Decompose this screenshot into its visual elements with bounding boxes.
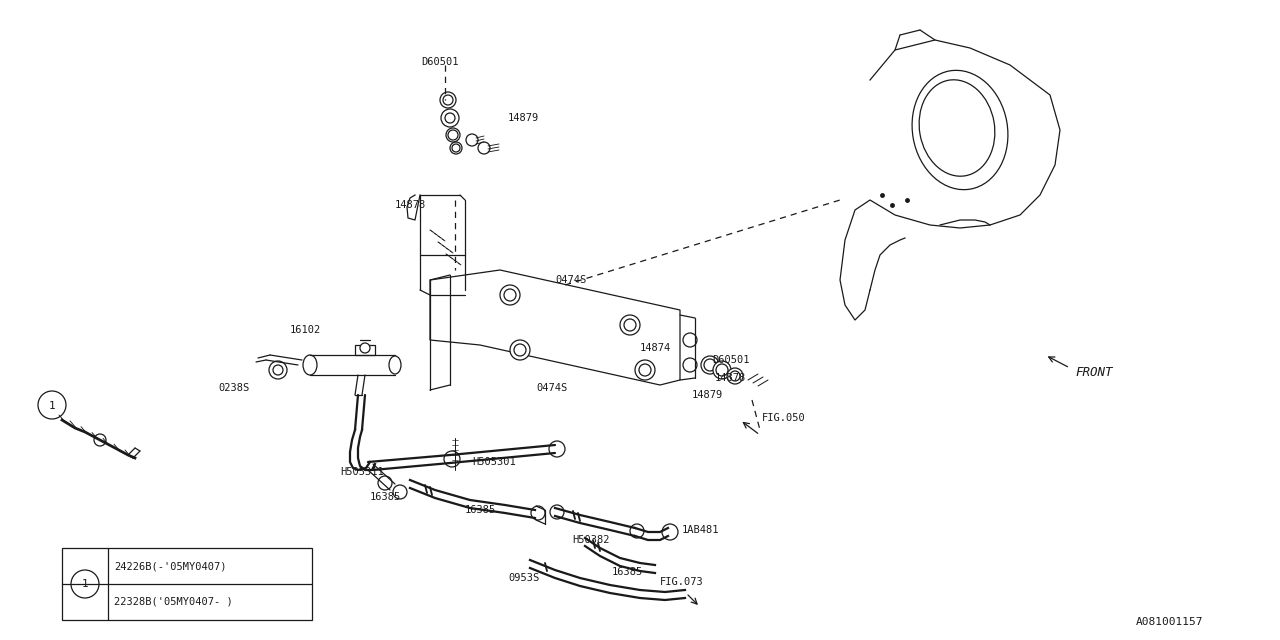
Polygon shape <box>430 270 680 385</box>
Text: 14879: 14879 <box>692 390 723 400</box>
Circle shape <box>635 360 655 380</box>
Circle shape <box>70 570 99 598</box>
Circle shape <box>684 333 698 347</box>
Text: 14879: 14879 <box>508 113 539 123</box>
Text: 0953S: 0953S <box>508 573 539 583</box>
Circle shape <box>451 142 462 154</box>
Text: D60501: D60501 <box>421 57 458 67</box>
Ellipse shape <box>303 355 317 375</box>
Text: D60501: D60501 <box>712 355 750 365</box>
Circle shape <box>549 441 564 457</box>
Circle shape <box>393 485 407 499</box>
Circle shape <box>378 476 392 490</box>
Circle shape <box>531 506 545 520</box>
Polygon shape <box>61 548 312 620</box>
Text: 24226B(-'05MY0407): 24226B(-'05MY0407) <box>114 562 227 572</box>
Text: H50382: H50382 <box>572 535 609 545</box>
Polygon shape <box>355 345 375 355</box>
Text: 1AB481: 1AB481 <box>682 525 719 535</box>
Circle shape <box>477 142 490 154</box>
Text: A081001157: A081001157 <box>1137 617 1203 627</box>
Text: 0238S: 0238S <box>218 383 250 393</box>
Circle shape <box>620 315 640 335</box>
Text: 14874: 14874 <box>640 343 671 353</box>
Circle shape <box>630 524 644 538</box>
Text: 16102: 16102 <box>291 325 321 335</box>
Text: 16385: 16385 <box>465 505 497 515</box>
Circle shape <box>500 285 520 305</box>
Text: 16385: 16385 <box>370 492 401 502</box>
Circle shape <box>684 358 698 372</box>
Text: H505301: H505301 <box>472 457 516 467</box>
Circle shape <box>713 361 731 379</box>
Circle shape <box>269 361 287 379</box>
Text: FIG.050: FIG.050 <box>762 413 805 423</box>
Circle shape <box>466 134 477 146</box>
Text: 14878: 14878 <box>396 200 426 210</box>
Text: FIG.073: FIG.073 <box>660 577 704 587</box>
Text: 22328B('05MY0407- ): 22328B('05MY0407- ) <box>114 596 233 606</box>
Circle shape <box>360 343 370 353</box>
Text: 0474S: 0474S <box>556 275 586 285</box>
Circle shape <box>701 356 719 374</box>
Text: 1: 1 <box>49 401 55 411</box>
Circle shape <box>550 505 564 519</box>
Circle shape <box>509 340 530 360</box>
Text: 0474S: 0474S <box>536 383 567 393</box>
Circle shape <box>662 524 678 540</box>
Text: 1: 1 <box>82 579 88 589</box>
Circle shape <box>440 92 456 108</box>
Ellipse shape <box>389 356 401 374</box>
Circle shape <box>444 451 460 467</box>
Circle shape <box>38 391 67 419</box>
Circle shape <box>442 109 460 127</box>
Text: 16385: 16385 <box>612 567 644 577</box>
Text: FRONT: FRONT <box>1075 365 1112 378</box>
Circle shape <box>727 368 742 384</box>
Text: 14878: 14878 <box>716 373 746 383</box>
Circle shape <box>93 434 106 446</box>
Circle shape <box>445 128 460 142</box>
Text: H505311: H505311 <box>340 467 384 477</box>
